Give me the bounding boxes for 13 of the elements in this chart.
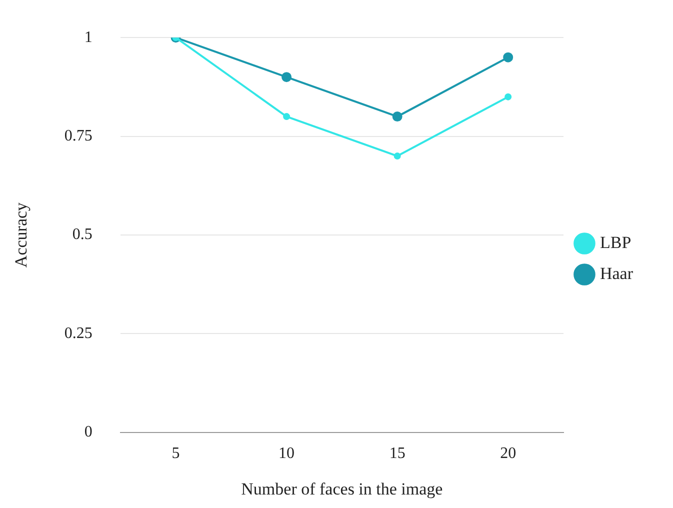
legend-label: LBP (600, 232, 632, 252)
y-tick-label: 0 (84, 424, 92, 441)
y-tick-label: 1 (84, 28, 92, 46)
x-axis-title: Number of faces in the image (241, 479, 443, 498)
x-tick-label: 10 (278, 445, 295, 462)
y-axis-title: Accuracy (12, 202, 31, 268)
y-tick-label: 0.75 (64, 128, 92, 145)
y-tick-label: 0.25 (64, 324, 92, 342)
x-tick-label: 5 (172, 445, 180, 462)
x-tick-label: 15 (389, 445, 406, 462)
x-tick-label: 20 (500, 445, 516, 462)
y-tick-label: 0.5 (72, 226, 92, 244)
legend-label: Haar (600, 264, 634, 283)
